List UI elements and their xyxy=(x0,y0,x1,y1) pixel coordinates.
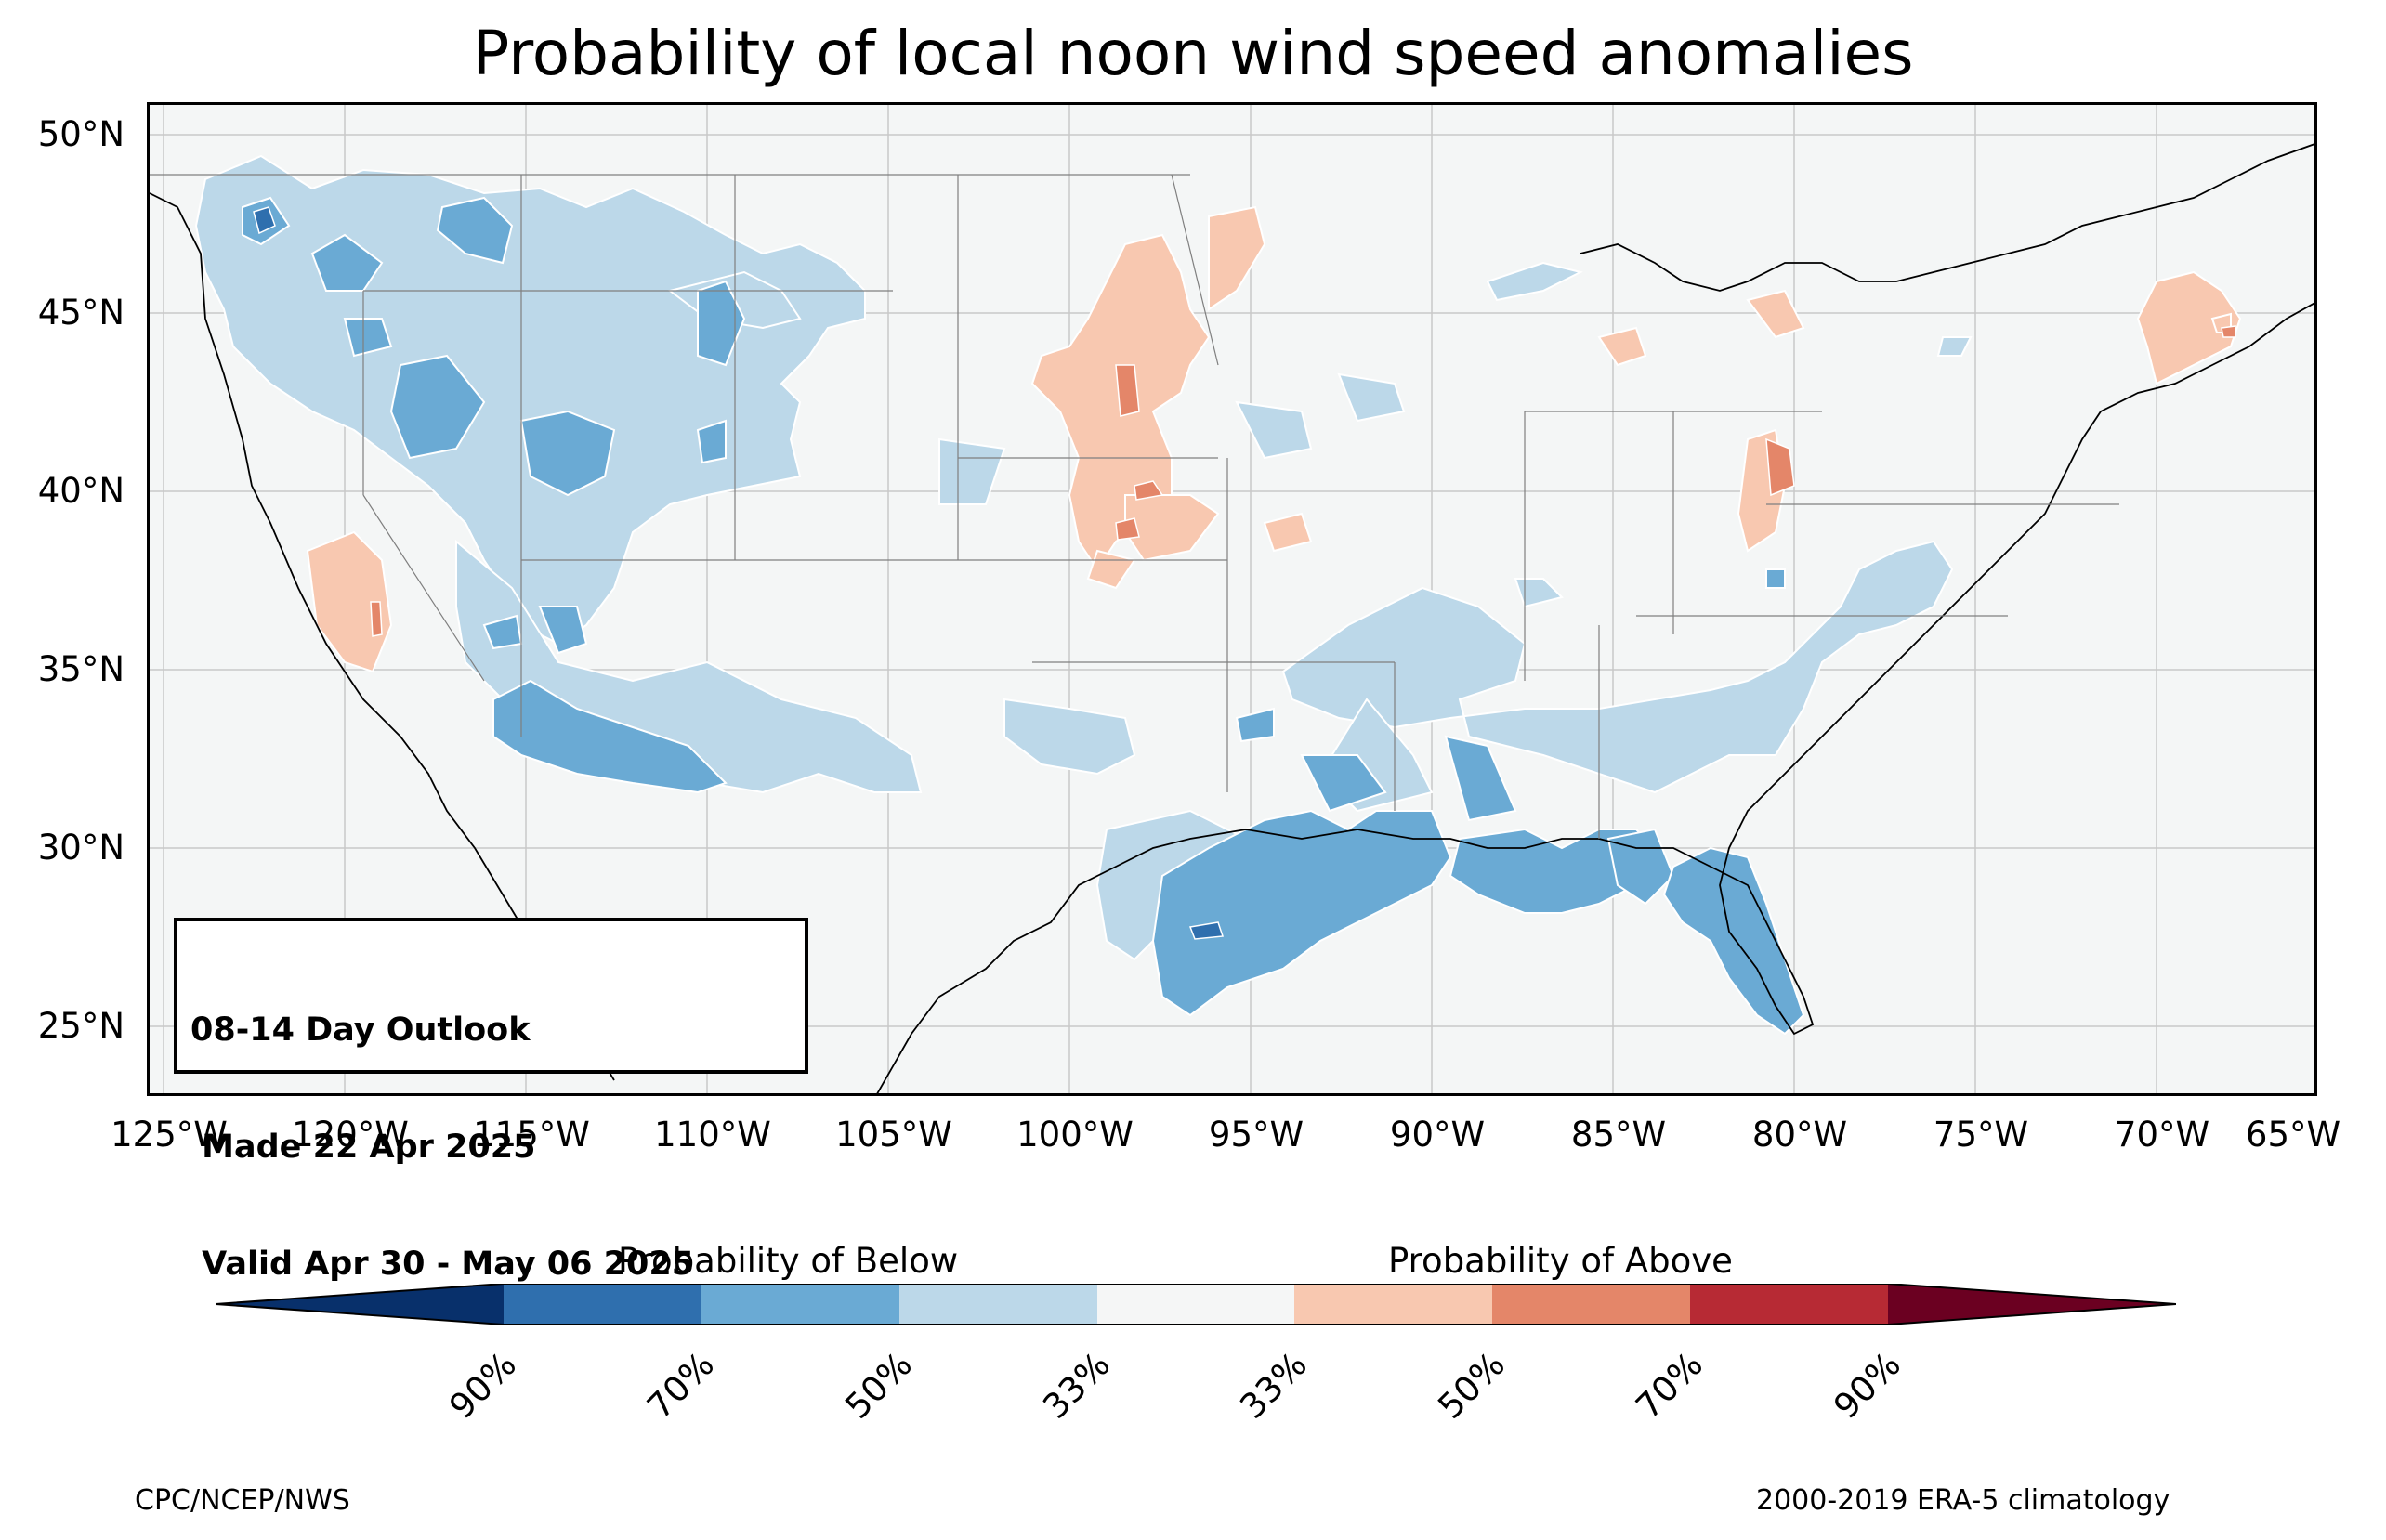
map-svg xyxy=(150,105,2314,1093)
lon-label-115w: 115°W xyxy=(473,1115,590,1155)
colorbar-tick-above-70: 70% xyxy=(1628,1344,1711,1427)
footer-source: CPC/NCEP/NWS xyxy=(135,1484,350,1517)
colorbar-below-title: Probability of Below xyxy=(618,1241,959,1281)
lat-label-25n: 25°N xyxy=(37,1006,125,1046)
lon-label-120w: 120°W xyxy=(292,1115,409,1155)
valid-range: Valid Apr 30 - May 06 2025 xyxy=(190,1246,695,1283)
map-title: Probability of local noon wind speed ano… xyxy=(472,18,1914,89)
colorbar-segment-above-50 xyxy=(1492,1284,1690,1325)
colorbar-segment-normal xyxy=(1097,1284,1294,1325)
lon-label-100w: 100°W xyxy=(1016,1115,1134,1155)
colorbar-tick-above-90: 90% xyxy=(1826,1344,1908,1427)
colorbar-tick-below-33: 33% xyxy=(1035,1344,1118,1427)
lon-label-80w: 80°W xyxy=(1751,1115,1848,1155)
lon-label-95w: 95°W xyxy=(1208,1115,1304,1155)
state-borders xyxy=(150,174,2119,839)
lon-label-110w: 110°W xyxy=(654,1115,771,1155)
outlook-period: 08-14 Day Outlook xyxy=(190,1011,531,1049)
lon-label-75w: 75°W xyxy=(1933,1115,2029,1155)
lon-label-125w: 125°W xyxy=(111,1115,228,1155)
below-50-regions xyxy=(242,196,1805,1036)
outlook-info-box: 08-14 Day Outlook Made 22 Apr 2025 Valid… xyxy=(174,918,808,1283)
colorbar-tick-above-33: 33% xyxy=(1232,1344,1315,1427)
made-date: Made 22 Apr 2025 xyxy=(190,1129,536,1166)
footer-climatology: 2000-2019 ERA-5 climatology xyxy=(1756,1484,2170,1517)
above-50-regions xyxy=(370,325,2236,637)
colorbar-segment-below-70 xyxy=(504,1284,701,1325)
colorbar-tick-below-70: 70% xyxy=(639,1344,722,1427)
lon-label-105w: 105°W xyxy=(835,1115,952,1155)
below-33-regions xyxy=(194,154,1973,961)
lon-label-65w: 65°W xyxy=(2245,1115,2341,1155)
lon-label-70w: 70°W xyxy=(2114,1115,2210,1155)
colorbar-segment-above-70 xyxy=(1690,1284,1888,1325)
lat-label-40n: 40°N xyxy=(37,471,125,511)
below-70-regions xyxy=(253,206,1225,940)
lat-label-30n: 30°N xyxy=(37,828,125,868)
colorbar-tick-below-90: 90% xyxy=(441,1344,524,1427)
colorbar-segment-above-90 xyxy=(1888,1284,2176,1325)
colorbar xyxy=(216,1284,2176,1325)
lat-label-35n: 35°N xyxy=(37,649,125,689)
colorbar-segment-below-50 xyxy=(701,1284,899,1325)
colorbar-tick-above-50: 50% xyxy=(1430,1344,1513,1427)
colorbar-tick-below-50: 50% xyxy=(837,1344,920,1427)
colorbar-segment-below-33 xyxy=(899,1284,1097,1325)
lat-label-45n: 45°N xyxy=(37,293,125,333)
lat-label-50n: 50°N xyxy=(37,114,125,154)
lon-label-90w: 90°W xyxy=(1389,1115,1486,1155)
colorbar-segment-above-33 xyxy=(1294,1284,1492,1325)
colorbar-above-title: Probability of Above xyxy=(1388,1241,1733,1281)
colorbar-segment-below-90 xyxy=(216,1284,504,1325)
lon-label-85w: 85°W xyxy=(1570,1115,1667,1155)
